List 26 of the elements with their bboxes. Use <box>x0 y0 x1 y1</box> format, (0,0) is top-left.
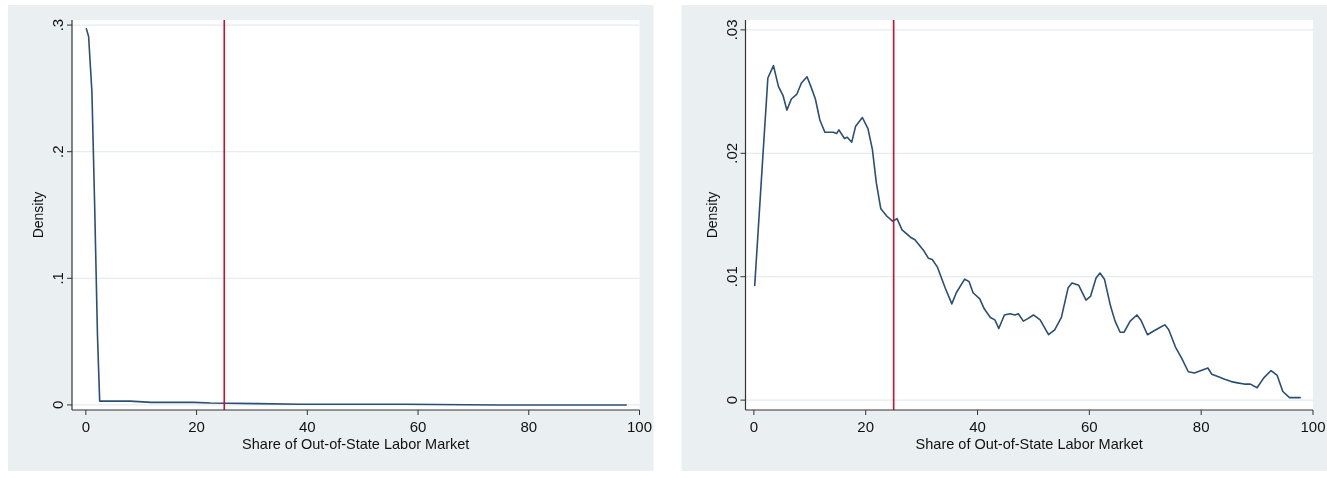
x-tick-label: 0 <box>81 418 91 435</box>
x-tick-label: 60 <box>409 418 427 435</box>
x-tick-label: 0 <box>749 418 759 435</box>
x-tick-label: 60 <box>1081 418 1098 435</box>
x-tick-label: 100 <box>1300 418 1326 435</box>
x-axis-title: Share of Out-of-State Labor Market <box>242 436 470 452</box>
y-tick-label: .02 <box>722 142 740 164</box>
x-tick-label: 40 <box>298 418 316 435</box>
y-axis-title: Density <box>703 191 720 239</box>
x-axis-title: Share of Out-of-State Labor Market <box>915 436 1143 452</box>
line-series <box>85 28 628 406</box>
x-tick-label: 40 <box>969 418 986 435</box>
y-tick-label: 0 <box>722 395 740 405</box>
x-tick-label: 80 <box>1192 418 1210 435</box>
y-tick-label: .2 <box>49 145 66 158</box>
line-series <box>753 64 1301 399</box>
y-tick-label: .1 <box>49 272 66 285</box>
y-tick-label: .01 <box>722 266 740 288</box>
y-axis-title: Density <box>30 191 46 239</box>
y-tick-label: 0 <box>49 400 66 410</box>
x-tick-label: 20 <box>188 418 205 435</box>
y-tick-label: .3 <box>49 18 66 32</box>
x-tick-label: 20 <box>857 418 875 435</box>
y-tick-label: .03 <box>722 19 740 41</box>
x-tick-label: 80 <box>520 418 538 435</box>
x-tick-label: 100 <box>626 418 653 435</box>
